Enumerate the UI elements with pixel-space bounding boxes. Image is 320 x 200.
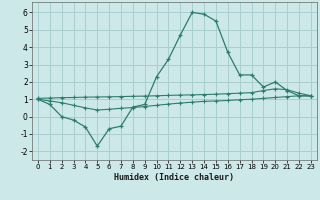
X-axis label: Humidex (Indice chaleur): Humidex (Indice chaleur) — [115, 173, 234, 182]
